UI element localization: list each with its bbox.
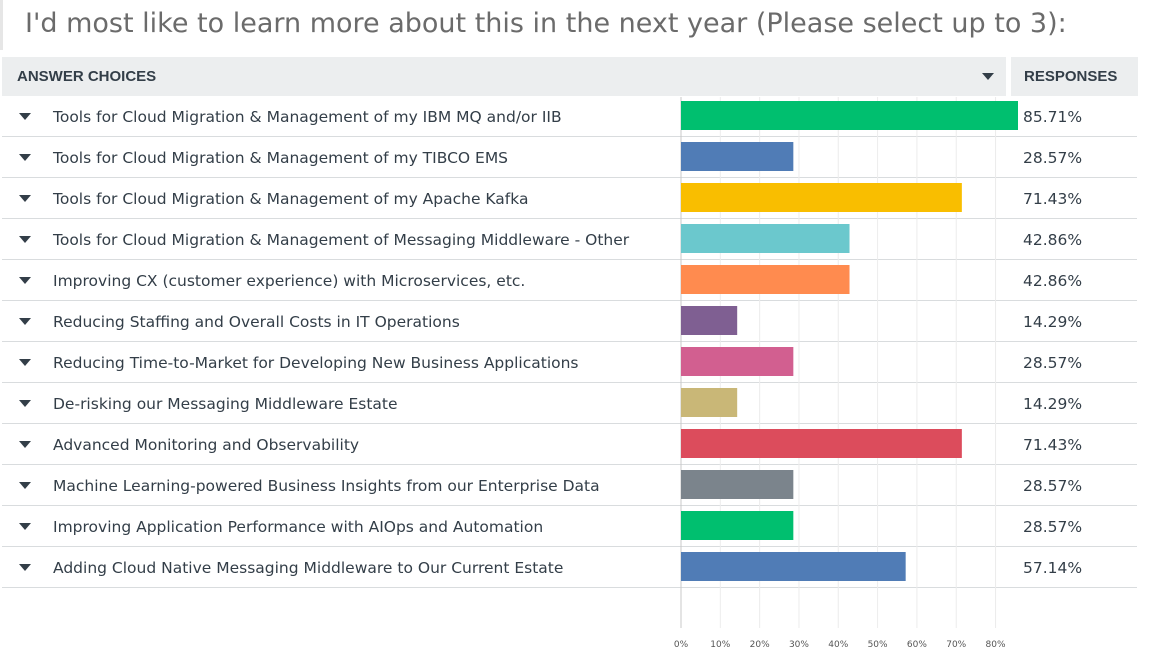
caret-down-icon[interactable]: [19, 441, 31, 448]
table-row[interactable]: Reducing Time-to-Market for Developing N…: [2, 343, 1137, 383]
answer-choice-label: Advanced Monitoring and Observability: [53, 436, 360, 454]
answer-choice-label: Reducing Time-to-Market for Developing N…: [53, 354, 579, 372]
response-percent: 28.57%: [1023, 477, 1083, 495]
caret-down-icon[interactable]: [19, 318, 31, 325]
x-tick-label: 10%: [710, 640, 730, 650]
x-tick-label: 0%: [674, 640, 689, 650]
x-tick-label: 40%: [828, 640, 848, 650]
answer-choice-label: Improving Application Performance with A…: [53, 518, 544, 536]
x-tick-label: 50%: [868, 640, 888, 650]
table-row[interactable]: Reducing Staffing and Overall Costs in I…: [2, 302, 1137, 342]
table-row[interactable]: De-risking our Messaging Middleware Esta…: [2, 384, 1137, 424]
answer-choices-header-label: ANSWER CHOICES: [17, 68, 157, 85]
table-row[interactable]: Machine Learning-powered Business Insigh…: [2, 466, 1137, 506]
answer-choice-label: Improving CX (customer experience) with …: [53, 272, 526, 290]
caret-down-icon[interactable]: [19, 236, 31, 243]
table-row[interactable]: Tools for Cloud Migration & Management o…: [2, 179, 1137, 219]
answer-choice-label: Tools for Cloud Migration & Management o…: [53, 149, 509, 167]
response-percent: 28.57%: [1023, 518, 1083, 536]
table-row[interactable]: Tools for Cloud Migration & Management o…: [2, 97, 1137, 137]
response-percent: 71.43%: [1023, 436, 1083, 454]
response-percent: 28.57%: [1023, 354, 1083, 372]
answer-choice-label: Tools for Cloud Migration & Management o…: [53, 190, 529, 208]
answer-choice-label: Tools for Cloud Migration & Management o…: [53, 231, 630, 249]
caret-down-icon[interactable]: [19, 277, 31, 284]
response-percent: 71.43%: [1023, 190, 1083, 208]
answer-choice-label: Machine Learning-powered Business Insigh…: [53, 477, 600, 495]
response-percent: 14.29%: [1023, 313, 1083, 331]
question-title: I'd most like to learn more about this i…: [0, 0, 1156, 50]
caret-down-icon[interactable]: [19, 564, 31, 571]
caret-down-icon[interactable]: [19, 400, 31, 407]
response-percent: 28.57%: [1023, 149, 1083, 167]
caret-down-icon[interactable]: [19, 359, 31, 366]
answer-choice-label: Tools for Cloud Migration & Management o…: [53, 108, 562, 126]
x-tick-label: 70%: [946, 640, 966, 650]
caret-down-icon[interactable]: [982, 73, 994, 80]
response-percent: 85.71%: [1023, 108, 1083, 126]
x-tick-label: 20%: [750, 640, 770, 650]
x-tick-label: 80%: [986, 640, 1006, 650]
table-row[interactable]: Tools for Cloud Migration & Management o…: [2, 138, 1137, 178]
answer-choice-label: Reducing Staffing and Overall Costs in I…: [53, 313, 460, 331]
answer-choices-header[interactable]: ANSWER CHOICES: [2, 57, 1006, 96]
caret-down-icon[interactable]: [19, 154, 31, 161]
caret-down-icon[interactable]: [19, 523, 31, 530]
responses-header: RESPONSES: [1011, 57, 1138, 96]
table-row[interactable]: Adding Cloud Native Messaging Middleware…: [2, 548, 1137, 588]
caret-down-icon[interactable]: [19, 113, 31, 120]
answer-choice-label: De-risking our Messaging Middleware Esta…: [53, 395, 398, 413]
response-percent: 42.86%: [1023, 231, 1083, 249]
table-row[interactable]: Tools for Cloud Migration & Management o…: [2, 220, 1137, 260]
x-tick-label: 60%: [907, 640, 927, 650]
caret-down-icon[interactable]: [19, 482, 31, 489]
caret-down-icon[interactable]: [19, 195, 31, 202]
answer-choice-label: Adding Cloud Native Messaging Middleware…: [53, 559, 564, 577]
response-percent: 42.86%: [1023, 272, 1083, 290]
response-percent: 14.29%: [1023, 395, 1083, 413]
x-tick-label: 30%: [789, 640, 809, 650]
response-percent: 57.14%: [1023, 559, 1083, 577]
table-row[interactable]: Improving CX (customer experience) with …: [2, 261, 1137, 301]
table-row[interactable]: Improving Application Performance with A…: [2, 507, 1137, 547]
table-row[interactable]: Advanced Monitoring and Observability 71.…: [2, 425, 1137, 465]
